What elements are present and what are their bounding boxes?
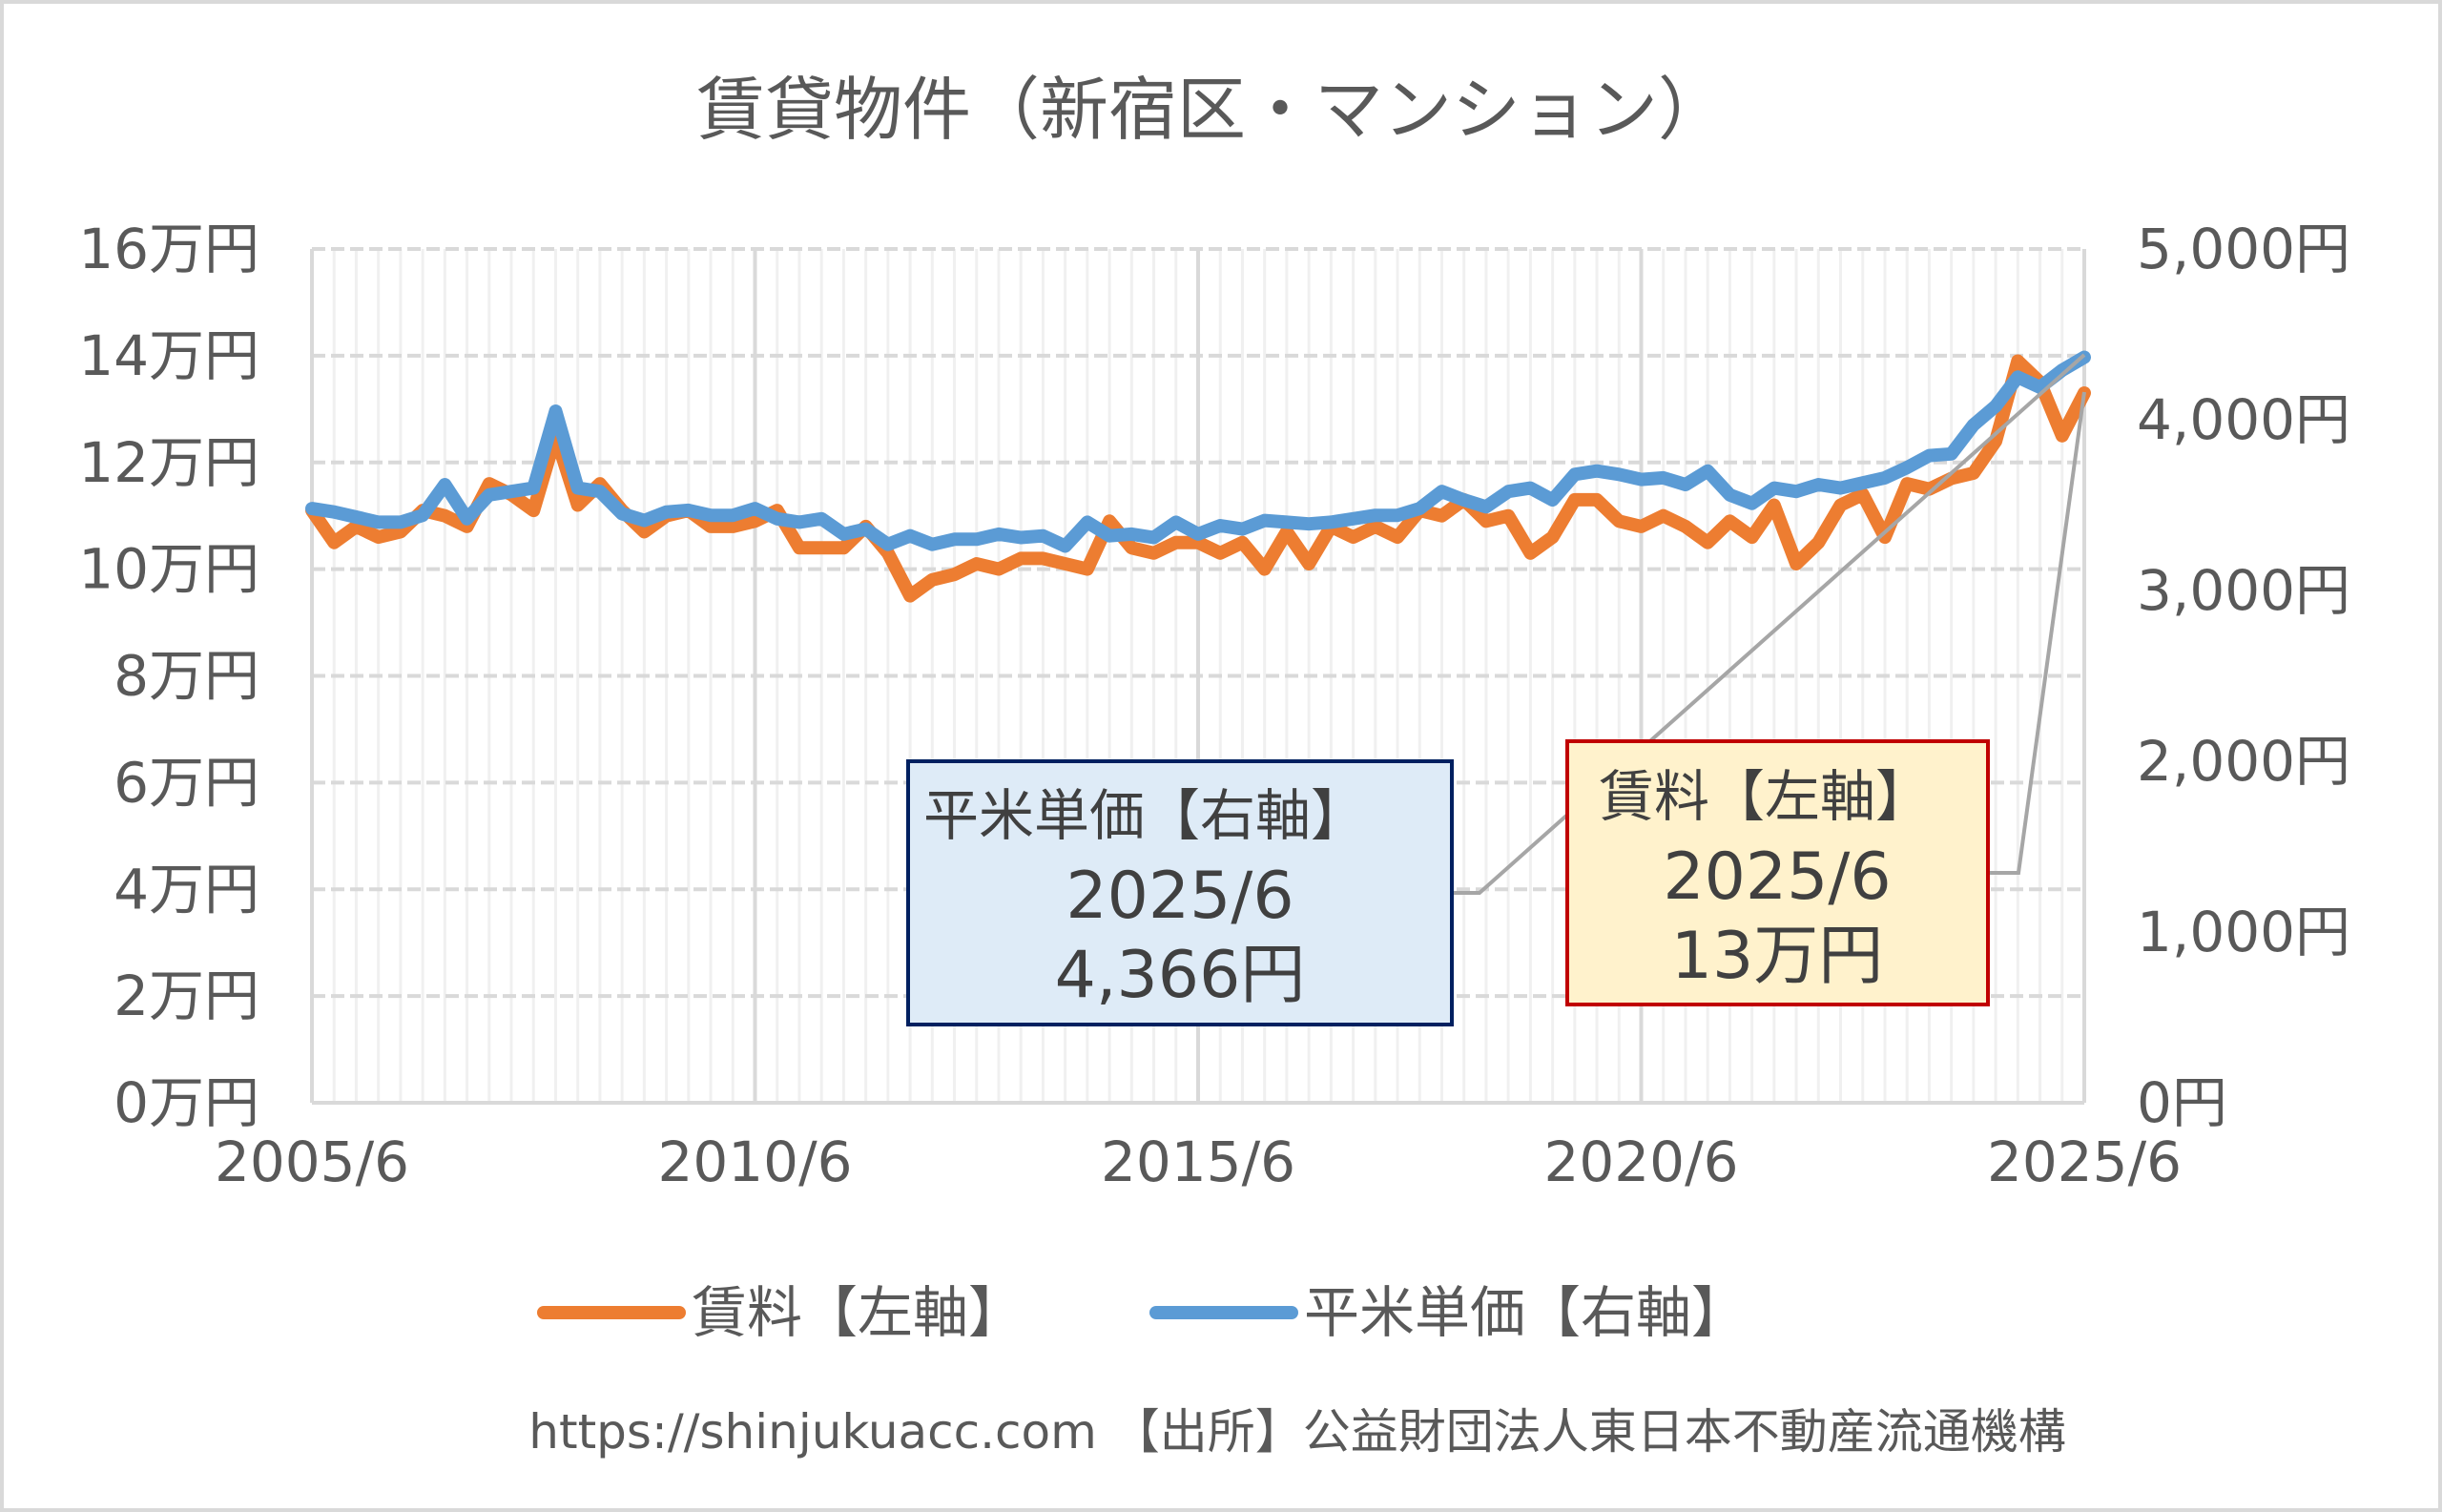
- x-axis-tick-label: 2015/6: [1101, 1129, 1295, 1194]
- right-axis-tick-label: 2,000円: [2137, 729, 2350, 794]
- leader-line-unit-price: [1452, 353, 2086, 895]
- series-lines: [305, 350, 2091, 603]
- grid: [310, 247, 2086, 1105]
- x-axis-tick-label: 2025/6: [1987, 1129, 2182, 1194]
- footer-source: https://shinjukuacc.com 【出所】公益財団法人東日本不動産…: [528, 1404, 2065, 1460]
- callout-rent-line1: 賃料【左軸】: [1599, 764, 1931, 829]
- chart-title: 賃貸物件（新宿区・マンション）: [696, 70, 1727, 150]
- left-axis-tick-label: 12万円: [78, 430, 259, 495]
- callout-unit-price-line1: 平米単価【右軸】: [923, 783, 1366, 848]
- callout-unit-price-line3: 4,366円: [1055, 938, 1306, 1013]
- left-axis-tick-label: 6万円: [114, 750, 259, 815]
- x-axis-tick-label: 2020/6: [1543, 1129, 1738, 1194]
- unit-price-series-line: [305, 350, 2091, 553]
- left-axis-tick-label: 16万円: [78, 217, 259, 281]
- x-axis-tick-label: 2010/6: [657, 1129, 852, 1194]
- legend-label-unit-price: 平米単価【右軸】: [1304, 1280, 1747, 1345]
- left-axis-tick-label: 4万円: [114, 857, 259, 922]
- callout-rent-line3: 13万円: [1671, 919, 1884, 994]
- callout-unit-price-line2: 2025/6: [1066, 859, 1293, 934]
- legend-label-rent: 賃料【左軸】: [692, 1280, 1024, 1345]
- right-axis-ticks: 0円 1,000円 2,000円 3,000円 4,000円 5,000円: [2137, 217, 2350, 1135]
- left-axis-ticks: 0万円 2万円 4万円 6万円 8万円 10万円 12万円 14万円 16万円: [78, 217, 259, 1135]
- left-axis-tick-label: 0万円: [114, 1070, 259, 1135]
- left-axis-tick-label: 8万円: [114, 644, 259, 709]
- right-axis-tick-label: 3,000円: [2137, 558, 2350, 623]
- callout-rent-line2: 2025/6: [1663, 839, 1891, 915]
- right-axis-tick-label: 0円: [2137, 1070, 2227, 1135]
- x-axis-ticks: 2005/6 2010/6 2015/6 2020/6 2025/6: [215, 1129, 2182, 1194]
- right-axis-tick-label: 4,000円: [2137, 387, 2350, 452]
- x-axis-tick-label: 2005/6: [215, 1129, 409, 1194]
- callout-unit-price: 平米単価【右軸】 2025/6 4,366円: [906, 759, 1454, 1026]
- left-axis-tick-label: 14万円: [78, 323, 259, 388]
- leader-line-rent: [1988, 391, 2086, 875]
- legend: 賃料【左軸】 平米単価【右軸】: [537, 1280, 1747, 1345]
- callout-rent: 賃料【左軸】 2025/6 13万円: [1565, 739, 1990, 1006]
- right-axis-tick-label: 5,000円: [2137, 217, 2350, 281]
- left-axis-tick-label: 10万円: [78, 537, 259, 602]
- left-axis-tick-label: 2万円: [114, 963, 259, 1028]
- right-axis-tick-label: 1,000円: [2137, 900, 2350, 964]
